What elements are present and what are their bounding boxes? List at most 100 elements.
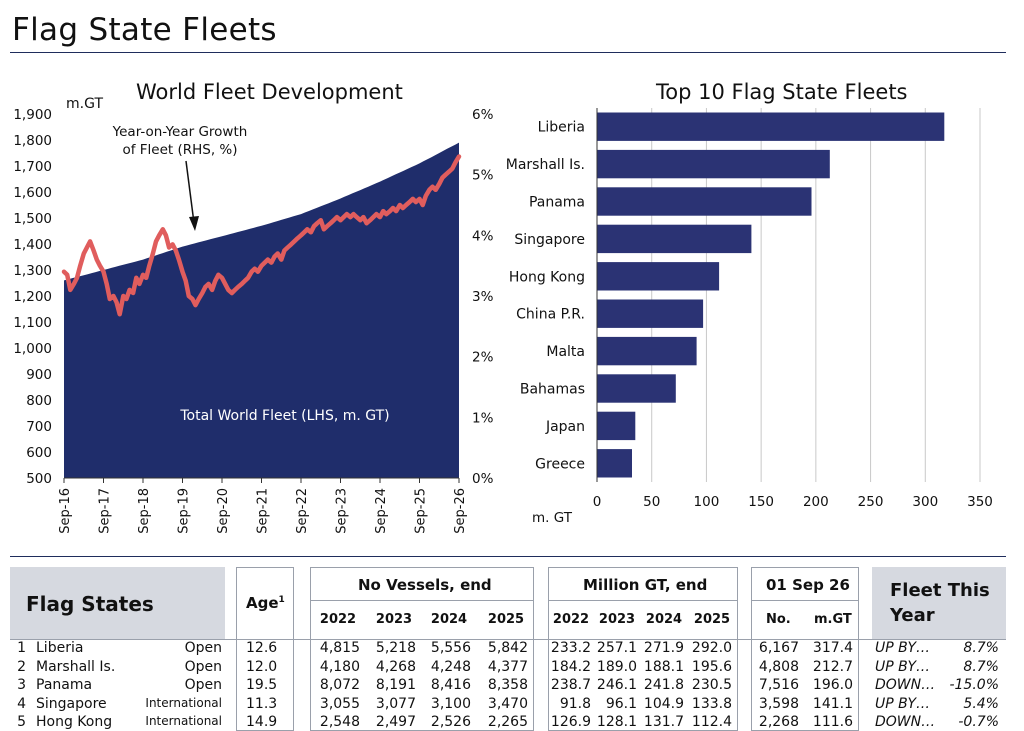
- row-current-mgt: 196.0: [812, 677, 853, 693]
- row-gt-value: 189.0: [596, 658, 637, 675]
- row-vessels-value: 8,072: [319, 677, 360, 693]
- row-direction: UP BY…: [875, 640, 931, 656]
- left-y-tick-label: 1,200: [13, 289, 52, 305]
- row-current-no: 3,598: [758, 695, 799, 712]
- row-vessels-value: 4,180: [319, 658, 360, 675]
- row-direction: UP BY…: [875, 658, 931, 675]
- row-gt-value: 271.9: [643, 640, 684, 656]
- left-y-tick-label: 1,900: [13, 107, 52, 123]
- row-gt-value: 241.8: [643, 677, 684, 693]
- growth-annotation-line-2: of Fleet (RHS, %): [122, 142, 237, 158]
- category-label: Greece: [535, 456, 585, 472]
- area-label: Total World Fleet (LHS, m. GT): [179, 408, 389, 424]
- row-registry-type: Open: [184, 640, 222, 656]
- left-y-tick-label: 800: [26, 393, 52, 409]
- row-gt-value: 133.8: [691, 695, 732, 712]
- bar-liberia: [597, 112, 945, 141]
- row-vessels-value: 8,191: [375, 677, 416, 693]
- row-age: 14.9: [246, 714, 278, 730]
- x-tick-label: 0: [593, 494, 602, 510]
- left-y-tick-label: 1,700: [13, 159, 52, 175]
- category-label: Singapore: [514, 232, 585, 248]
- row-gt-value: 104.9: [643, 695, 684, 712]
- vessels-year-header: 2023: [375, 612, 413, 627]
- row-current-mgt: 141.1: [812, 695, 853, 712]
- row-vessels-value: 2,497: [375, 714, 416, 730]
- row-gt-value: 246.1: [596, 677, 637, 693]
- row-vessels-value: 5,218: [375, 640, 416, 656]
- row-rank: 5: [17, 714, 26, 730]
- left-y-tick-label: 1,400: [13, 237, 52, 253]
- bar-bahamas: [597, 374, 676, 403]
- row-gt-value: 184.2: [550, 658, 591, 675]
- bar-panama: [597, 187, 812, 216]
- row-vessels-value: 5,842: [487, 640, 528, 656]
- row-change: 8.7%: [963, 640, 999, 656]
- gt-year-header: 2022: [552, 612, 590, 627]
- fleet-year-header-2: Year: [890, 605, 935, 626]
- category-label: Panama: [529, 195, 585, 211]
- row-gt-value: 195.6: [691, 658, 732, 675]
- left-y-tick-label: 600: [26, 445, 52, 461]
- row-direction: DOWN…: [875, 714, 936, 730]
- right-chart-title: Top 10 Flag State Fleets: [656, 80, 908, 104]
- left-y-tick-label: 1,500: [13, 211, 52, 227]
- row-age: 11.3: [246, 695, 278, 712]
- row-current-no: 6,167: [758, 640, 799, 656]
- annotation-arrow: [185, 160, 195, 224]
- category-label: Japan: [545, 419, 585, 435]
- x-tick-label: Sep-19: [177, 488, 192, 534]
- x-tick-label: Sep-20: [216, 488, 231, 534]
- bar-marshall-is-: [597, 149, 830, 179]
- bar-malta: [597, 336, 697, 366]
- left-y-tick-label: 1,600: [13, 185, 52, 201]
- mgt-header: m.GT: [814, 612, 852, 627]
- bar-japan: [597, 411, 636, 441]
- row-gt-value: 292.0: [691, 640, 732, 656]
- bar-china-p-r-: [597, 299, 704, 328]
- x-tick-label: Sep-23: [335, 488, 350, 534]
- row-vessels-value: 3,100: [430, 695, 471, 712]
- row-direction: UP BY…: [875, 695, 931, 712]
- x-tick-label: 250: [858, 494, 884, 510]
- row-rank: 2: [17, 658, 26, 675]
- row-gt-value: 257.1: [596, 640, 637, 656]
- row-gt-value: 131.7: [643, 714, 684, 730]
- left-y-tick-label: 700: [26, 419, 52, 435]
- left-y-tick-label: 500: [26, 471, 52, 487]
- row-registry-type: Open: [184, 658, 222, 675]
- x-tick-label: 350: [967, 494, 993, 510]
- fleet-area: [64, 142, 459, 478]
- row-age: 19.5: [246, 677, 278, 693]
- growth-annotation-line-1: Year-on-Year Growth: [112, 124, 248, 140]
- row-change: 5.4%: [963, 695, 999, 712]
- right-y-tick-label: 2%: [472, 350, 494, 366]
- world-fleet-chart: 1,900 1,800 1,700 1,600 1,500 1,400 1,300 1,200…: [13, 96, 494, 534]
- x-tick-label: 100: [694, 494, 720, 510]
- row-gt-value: 233.2: [550, 640, 591, 656]
- vessels-year-header: 2025: [487, 612, 525, 627]
- left-y-tick-label: 1,800: [13, 133, 52, 149]
- row-vessels-value: 8,358: [487, 677, 528, 693]
- row-flag-name: Singapore: [36, 695, 107, 712]
- bar-singapore: [597, 224, 752, 254]
- x-tick-label: Sep-26: [453, 488, 468, 534]
- x-tick-label: Sep-22: [295, 488, 310, 534]
- category-label: Malta: [546, 344, 585, 360]
- row-vessels-value: 2,526: [430, 714, 471, 730]
- x-tick-label: Sep-25: [414, 488, 429, 534]
- vessels-year-header: 2022: [319, 612, 357, 627]
- row-flag-name: Panama: [36, 677, 93, 693]
- row-vessels-value: 4,815: [319, 640, 360, 656]
- top-flag-states-chart: 0 50 100 150 200 250 300 350 Liberia Marshall Is.…: [506, 108, 993, 526]
- annotation-arrowhead: [189, 216, 199, 231]
- row-vessels-value: 2,548: [319, 714, 360, 730]
- row-current-mgt: 317.4: [812, 640, 853, 656]
- gt-year-header: 2025: [693, 612, 731, 627]
- fleet-year-header-bg: [872, 567, 1006, 639]
- right-y-tick-label: 1%: [472, 410, 494, 426]
- row-age: 12.0: [246, 658, 278, 675]
- x-tick-label: 50: [643, 494, 660, 510]
- vessels-header: No Vessels, end: [358, 576, 492, 594]
- category-label: Bahamas: [520, 382, 585, 398]
